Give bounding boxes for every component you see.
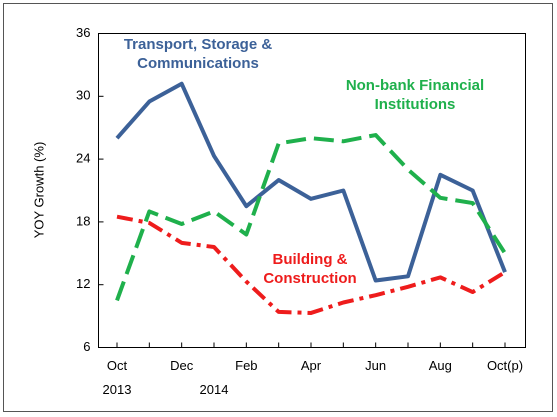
x-tick-label: Oct	[107, 358, 128, 373]
series-label: Transport, Storage & Communications	[123, 36, 273, 72]
series-line	[116, 214, 507, 315]
series-line	[115, 133, 507, 302]
y-tick-label: 6	[83, 339, 90, 354]
x-tick-label: Oct(p)	[487, 358, 523, 373]
plot-frame	[98, 33, 526, 348]
y-tick-label: 12	[76, 276, 90, 291]
y-axis-label: YOY Growth (%)	[31, 142, 46, 239]
y-tick-label: 30	[76, 88, 90, 103]
outer-border	[3, 3, 553, 412]
series-label: Building & Construction	[263, 251, 357, 287]
year-label: 2013	[103, 382, 132, 397]
x-tick-label: Feb	[235, 358, 257, 373]
x-tick-label: Dec	[170, 358, 194, 373]
year-label: 2014	[200, 382, 229, 397]
series-line	[115, 81, 507, 283]
x-tick-label: Jun	[365, 358, 386, 373]
y-tick-label: 36	[76, 25, 90, 40]
x-tick-label: Aug	[429, 358, 452, 373]
y-tick-label: 18	[76, 213, 90, 228]
y-tick-label: 24	[76, 151, 90, 166]
x-tick-label: Apr	[301, 358, 322, 373]
series-label: Non-bank Financial Institutions	[345, 77, 485, 113]
